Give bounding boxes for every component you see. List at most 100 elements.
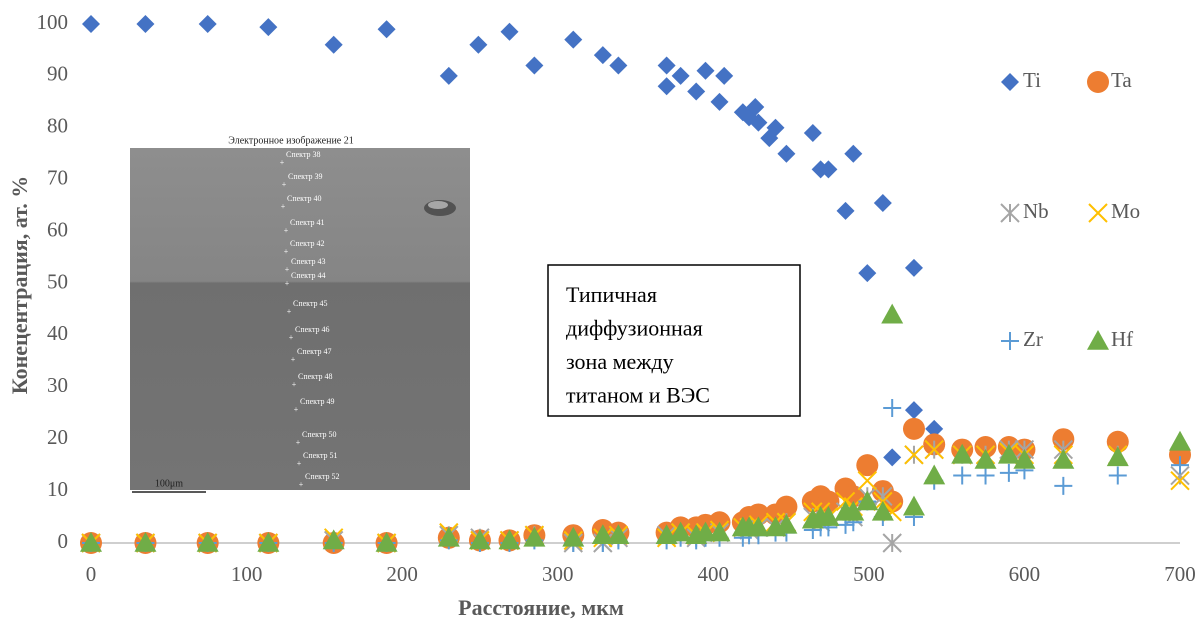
marker — [687, 82, 705, 100]
inset-marker: + — [299, 480, 304, 489]
inset-marker: + — [282, 180, 287, 189]
inset-label: Спектр 49 — [300, 397, 335, 406]
legend-text: Nb — [1023, 199, 1049, 223]
legend-text: Zr — [1023, 327, 1043, 351]
x-tick-label: 700 — [1164, 562, 1196, 586]
x-tick-label: 500 — [853, 562, 885, 586]
inset-marker: + — [285, 279, 290, 288]
x-tick-label: 100 — [231, 562, 263, 586]
marker — [259, 18, 277, 36]
legend-text: Hf — [1111, 327, 1133, 351]
inset-label: Спектр 38 — [286, 150, 321, 159]
marker — [804, 124, 822, 142]
y-tick-label: 90 — [47, 62, 68, 86]
marker — [378, 20, 396, 38]
marker — [672, 67, 690, 85]
marker — [953, 467, 971, 485]
x-tick-label: 600 — [1009, 562, 1041, 586]
marker — [609, 57, 627, 75]
legend-marker — [1001, 73, 1019, 91]
marker — [1109, 467, 1127, 485]
inset-marker: + — [287, 307, 292, 316]
inset-label: Спектр 43 — [291, 257, 326, 266]
inset-scale: 100μm — [155, 478, 183, 489]
inset-marker: + — [297, 459, 302, 468]
legend-text: Ti — [1023, 68, 1041, 92]
marker — [903, 496, 925, 516]
inset-marker: + — [291, 355, 296, 364]
inset-marker: + — [280, 158, 285, 167]
marker — [594, 46, 612, 64]
marker — [500, 23, 518, 41]
annotation-text: диффузионная — [566, 316, 703, 341]
inset-label: Спектр 39 — [288, 172, 323, 181]
x-tick-label: 200 — [386, 562, 418, 586]
marker — [82, 15, 100, 33]
x-tick-label: 0 — [86, 562, 97, 586]
inset-marker: + — [285, 265, 290, 274]
inset-marker: + — [289, 333, 294, 342]
y-tick-label: 100 — [37, 10, 69, 34]
marker — [697, 62, 715, 80]
marker — [977, 467, 995, 485]
legend-marker — [1087, 330, 1109, 350]
marker — [564, 31, 582, 49]
marker — [903, 418, 925, 440]
marker — [905, 401, 923, 419]
marker — [883, 399, 901, 417]
marker — [469, 36, 487, 54]
inset-marker: + — [284, 247, 289, 256]
y-tick-label: 30 — [47, 373, 68, 397]
inset-label: Спектр 40 — [287, 194, 322, 203]
marker — [1169, 431, 1191, 451]
inset-label: Спектр 47 — [297, 347, 332, 356]
legend-text: Mo — [1111, 199, 1140, 223]
annotation-text: зона между — [566, 349, 674, 374]
marker — [1052, 449, 1074, 469]
inset-label: Спектр 52 — [305, 472, 340, 481]
marker — [858, 264, 876, 282]
y-tick-label: 70 — [47, 166, 68, 190]
x-tick-label: 400 — [698, 562, 730, 586]
inset-label: Спектр 48 — [298, 372, 333, 381]
inset-label: Спектр 45 — [293, 299, 328, 308]
annotation-text: Типичная — [566, 282, 657, 307]
marker — [440, 67, 458, 85]
inset-marker: + — [292, 380, 297, 389]
y-axis-title: Конецентрация, ат. % — [7, 176, 32, 395]
legend-marker — [1087, 71, 1109, 93]
marker — [881, 304, 903, 324]
marker — [715, 67, 733, 85]
page: {"chart_data":{"type":"scatter", "xlabel… — [0, 0, 1202, 623]
inset-image: Электронное изображение 21+Спектр 38+Спе… — [130, 135, 470, 492]
marker — [777, 145, 795, 163]
x-tick-label: 300 — [542, 562, 574, 586]
legend-marker — [1089, 204, 1107, 222]
y-tick-label: 80 — [47, 114, 68, 138]
marker — [923, 465, 945, 485]
inset-defect — [428, 201, 448, 209]
inset-label: Спектр 41 — [290, 218, 325, 227]
y-tick-label: 20 — [47, 425, 68, 449]
marker — [325, 36, 343, 54]
chart: Электронное изображение 21+Спектр 38+Спе… — [0, 0, 1202, 623]
marker — [136, 15, 154, 33]
legend-marker — [1001, 204, 1019, 222]
y-tick-label: 60 — [47, 217, 68, 241]
marker — [905, 259, 923, 277]
y-tick-label: 40 — [47, 321, 68, 345]
marker — [837, 202, 855, 220]
inset-marker: + — [284, 226, 289, 235]
inset-label: Спектр 44 — [291, 271, 326, 280]
marker — [844, 145, 862, 163]
inset-label: Спектр 46 — [295, 325, 330, 334]
legend-marker — [1001, 332, 1019, 350]
inset-title: Электронное изображение 21 — [228, 135, 354, 146]
marker — [525, 57, 543, 75]
marker — [711, 93, 729, 111]
y-tick-label: 50 — [47, 269, 68, 293]
marker — [199, 15, 217, 33]
marker — [1054, 477, 1072, 495]
legend-text: Ta — [1111, 68, 1132, 92]
x-axis-title: Расстояние, мкм — [458, 595, 624, 620]
